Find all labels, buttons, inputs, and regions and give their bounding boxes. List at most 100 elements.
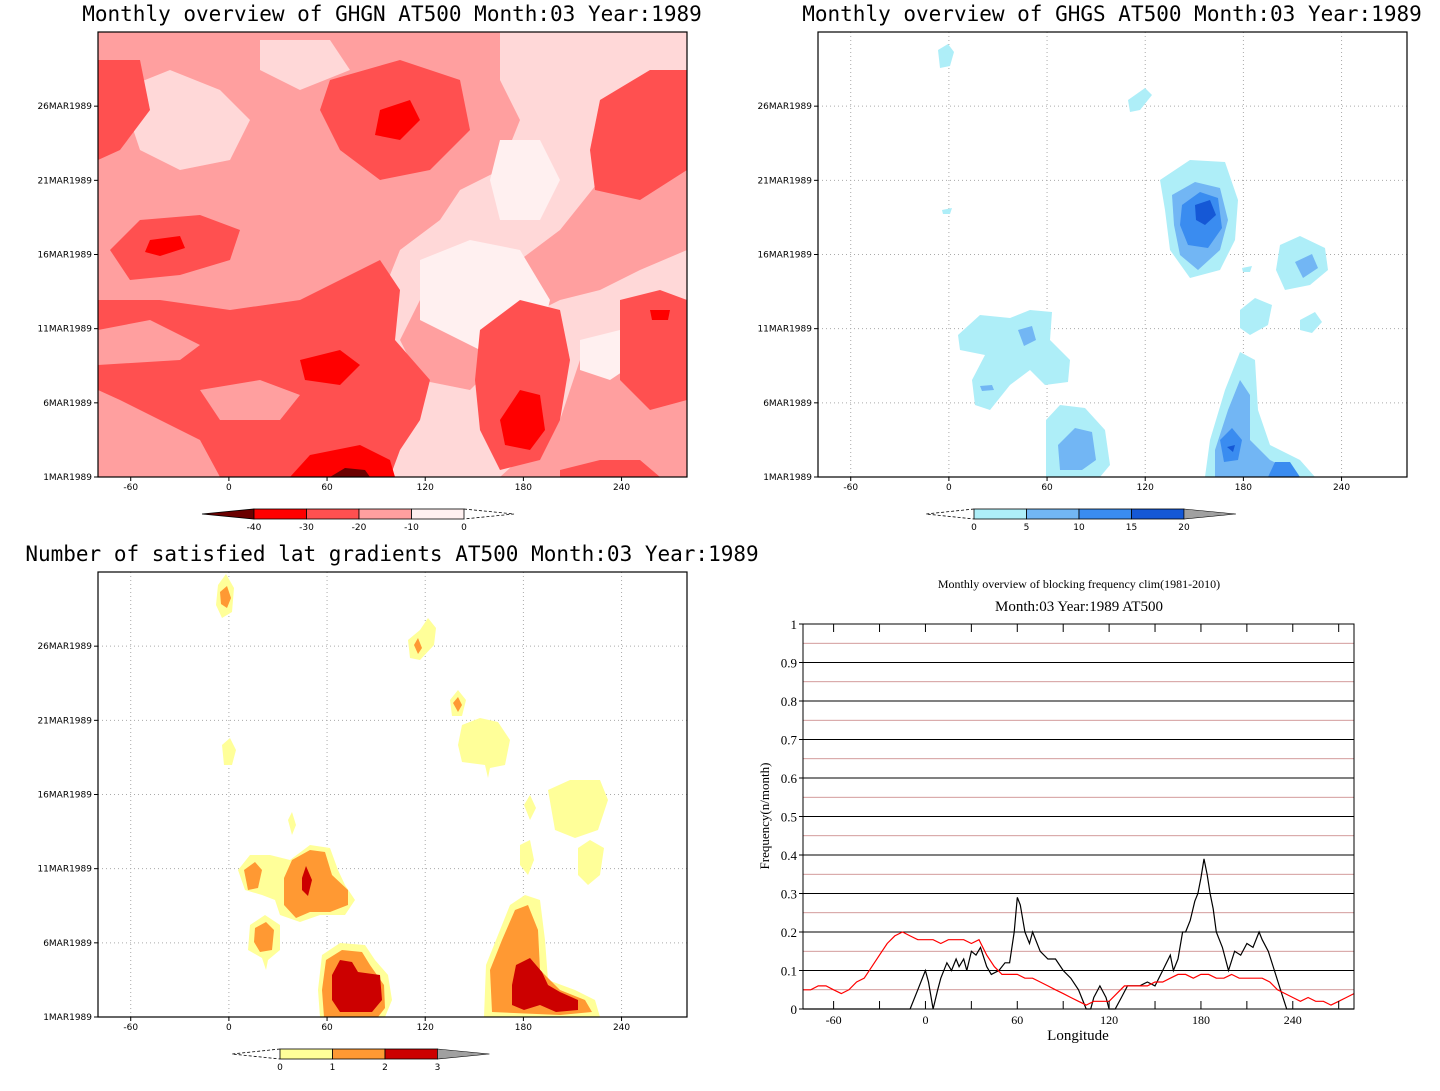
- colorbar-cell: [1026, 508, 1080, 520]
- x-tick-label: 120: [417, 483, 434, 493]
- x-tick-label: 180: [515, 1023, 532, 1033]
- y-tick-label: 0.8: [781, 694, 797, 709]
- y-tick-label: 0.5: [781, 810, 797, 825]
- colorbar-tick-label: 10: [1073, 523, 1085, 533]
- y-tick-label: 16MAR1989: [37, 791, 92, 801]
- y-tick-label: 6MAR1989: [763, 399, 812, 409]
- grad-region: [458, 718, 510, 778]
- blocking-xlabel: Longitude: [1047, 1028, 1109, 1044]
- x-tick-label: 240: [613, 483, 630, 493]
- x-tick-label: 60: [321, 1023, 333, 1033]
- y-tick-label: 1: [791, 617, 798, 632]
- ghgn-mid-region: [98, 60, 150, 160]
- y-tick-label: 26MAR1989: [757, 102, 812, 112]
- colorbar-cell: [358, 508, 412, 520]
- grad-region: [222, 738, 236, 765]
- colorbar-tick-label: 2: [382, 1063, 388, 1073]
- colorbar-cell: [1078, 508, 1132, 520]
- ghgn-axes: -60 0 60 120 180 240 1MAR1989 6MAR1989 11MAR1989…: [37, 102, 630, 493]
- lat-gradients-axes: -60 0 60 120 180 240 1MAR1989 6MAR1989 11MAR1989…: [37, 642, 630, 1033]
- ghgn-mid-region: [590, 70, 687, 200]
- y-tick-label: 21MAR1989: [37, 716, 92, 726]
- colorbar-cell: [384, 1048, 438, 1060]
- ghgn-dark-region: [650, 310, 670, 320]
- y-tick-label: 21MAR1989: [37, 176, 92, 186]
- colorbar-extend: [925, 508, 975, 520]
- x-tick-label: 240: [1284, 1013, 1302, 1027]
- colorbar-tick-label: 0: [277, 1063, 283, 1073]
- ghgn-base-region: [98, 320, 200, 365]
- colorbar-tick-label: 0: [971, 523, 977, 533]
- ghgs-region: [958, 310, 1070, 410]
- panel-blocking-frequency: Monthly overview of blocking frequency c…: [757, 577, 1355, 1044]
- x-tick-label: 240: [1333, 483, 1350, 493]
- grad-region: [408, 618, 436, 660]
- grad-region: [520, 840, 534, 875]
- colorbar-tick-label: 1: [330, 1063, 336, 1073]
- ghgs-region: [1220, 428, 1242, 462]
- grad-region: [284, 850, 348, 918]
- panel-ghgs: Monthly overview of GHGS AT500 Month:03 …: [757, 2, 1421, 533]
- blocking-series: [803, 858, 1355, 1010]
- colorbar-cell: [973, 508, 1027, 520]
- ghgn-dark-region: [145, 236, 185, 256]
- ghgn-lighter-region: [490, 140, 560, 220]
- y-tick-label: 1MAR1989: [763, 473, 812, 483]
- ghgn-mid-region: [560, 460, 660, 477]
- colorbar-tick-label: -30: [299, 523, 314, 533]
- grad-region: [244, 862, 262, 890]
- grad-region: [288, 812, 296, 835]
- lat-gradients-field: [216, 574, 608, 1017]
- grad-region: [524, 795, 536, 820]
- colorbar-extend: [437, 1048, 490, 1060]
- colorbar-cell: [253, 508, 307, 520]
- ghgn-dark-region: [300, 350, 360, 385]
- colorbar-extend: [1183, 508, 1237, 520]
- x-tick-label: -60: [123, 1023, 138, 1033]
- y-tick-label: 21MAR1989: [757, 176, 812, 186]
- ghgs-region: [1295, 254, 1318, 278]
- grad-region: [302, 866, 312, 896]
- ghgs-region: [1018, 326, 1036, 346]
- y-tick-label: 11MAR1989: [37, 865, 92, 875]
- ghgs-region: [1128, 88, 1152, 112]
- colorbar-tick-label: 3: [435, 1063, 441, 1073]
- x-tick-label: 180: [515, 483, 532, 493]
- y-tick-label: 1MAR1989: [43, 1013, 92, 1023]
- x-tick-label: 0: [226, 483, 232, 493]
- blocking-title: Monthly overview of blocking frequency c…: [938, 577, 1220, 591]
- colorbar-extend: [231, 1048, 281, 1060]
- ghgs-region: [1195, 200, 1216, 225]
- y-tick-label: 16MAR1989: [757, 251, 812, 261]
- y-tick-label: 0.7: [781, 733, 798, 748]
- colorbar-extend: [201, 508, 255, 520]
- x-tick-label: -60: [843, 483, 858, 493]
- ghgs-colorbar: 0 5 10 15 20: [925, 508, 1237, 533]
- ghgn-dark-region: [290, 445, 395, 477]
- y-tick-label: 26MAR1989: [37, 642, 92, 652]
- x-tick-label: 0: [226, 1023, 232, 1033]
- y-tick-label: 26MAR1989: [37, 102, 92, 112]
- y-tick-label: 6MAR1989: [43, 939, 92, 949]
- colorbar-tick-label: 5: [1024, 523, 1030, 533]
- colorbar-tick-label: -40: [247, 523, 262, 533]
- ghgs-field: [938, 44, 1328, 477]
- colorbar-cell: [306, 508, 360, 520]
- ghgs-region: [1058, 428, 1096, 470]
- panel-lat-gradients: Number of satisfied lat gradients AT500 …: [25, 542, 758, 1073]
- series-line-1989: [803, 858, 1354, 1010]
- grad-region: [254, 922, 274, 952]
- x-tick-label: -60: [826, 1013, 842, 1027]
- colorbar-tick-label: 0: [461, 523, 467, 533]
- x-tick-label: 60: [1041, 483, 1053, 493]
- ghgs-title: Monthly overview of GHGS AT500 Month:03 …: [802, 2, 1422, 26]
- grad-region: [220, 586, 231, 608]
- ghgn-dark-region: [375, 100, 420, 140]
- x-tick-label: 120: [1100, 1013, 1118, 1027]
- y-tick-label: 1MAR1989: [43, 473, 92, 483]
- x-tick-label: -60: [123, 483, 138, 493]
- ghgn-mid-region: [98, 260, 430, 477]
- grad-region: [332, 960, 382, 1012]
- x-tick-label: 120: [417, 1023, 434, 1033]
- y-tick-label: 0.3: [781, 887, 797, 902]
